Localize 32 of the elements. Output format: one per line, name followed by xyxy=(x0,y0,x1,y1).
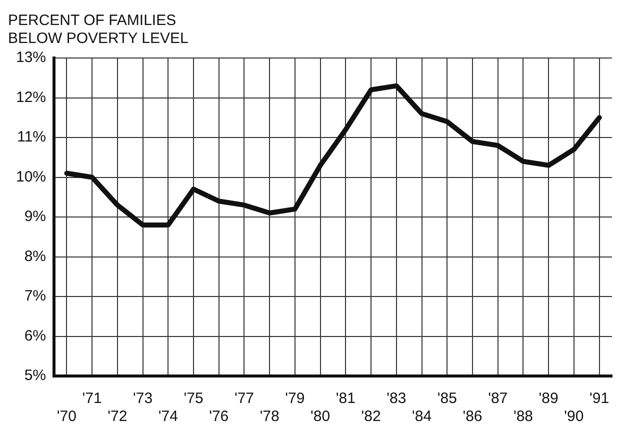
x-tick-label: '76 xyxy=(209,408,229,426)
x-tick-label: '87 xyxy=(488,390,508,408)
y-tick-label: 8% xyxy=(24,248,46,265)
x-tick-label: '89 xyxy=(538,390,558,408)
x-tick-label: '84 xyxy=(412,408,432,426)
x-tick-label: '90 xyxy=(564,408,584,426)
y-tick-label: 11% xyxy=(17,128,46,146)
x-tick-label: '70 xyxy=(56,408,76,426)
chart-title: PERCENT OF FAMILIES BELOW POVERTY LEVEL xyxy=(8,12,188,48)
x-tick-label: '82 xyxy=(361,408,381,426)
x-tick-label: '73 xyxy=(133,390,153,408)
x-tick-label: '83 xyxy=(386,390,406,408)
x-tick-label: '86 xyxy=(462,408,482,426)
y-tick-label: 13% xyxy=(16,49,46,66)
x-tick-label: '79 xyxy=(285,390,305,408)
y-tick-label: 10% xyxy=(16,168,46,186)
x-tick-label: '77 xyxy=(234,390,254,408)
y-tick-label: 6% xyxy=(24,327,46,344)
x-tick-label: '75 xyxy=(184,390,204,408)
y-tick-label: 7% xyxy=(24,288,46,305)
x-tick-label: '91 xyxy=(590,390,610,408)
x-tick-label: '72 xyxy=(108,408,128,426)
x-tick-label: '81 xyxy=(336,390,356,408)
x-tick-label: '85 xyxy=(437,390,457,408)
y-tick-label: 12% xyxy=(16,88,46,106)
x-tick-label: '74 xyxy=(158,408,178,426)
x-tick-label: '88 xyxy=(513,408,534,426)
y-tick-label: 9% xyxy=(24,208,46,226)
x-tick-label: '80 xyxy=(310,408,330,426)
x-tick-label: '78 xyxy=(260,408,280,426)
y-tick-label: 5% xyxy=(24,367,46,384)
x-tick-label: '71 xyxy=(82,390,102,408)
